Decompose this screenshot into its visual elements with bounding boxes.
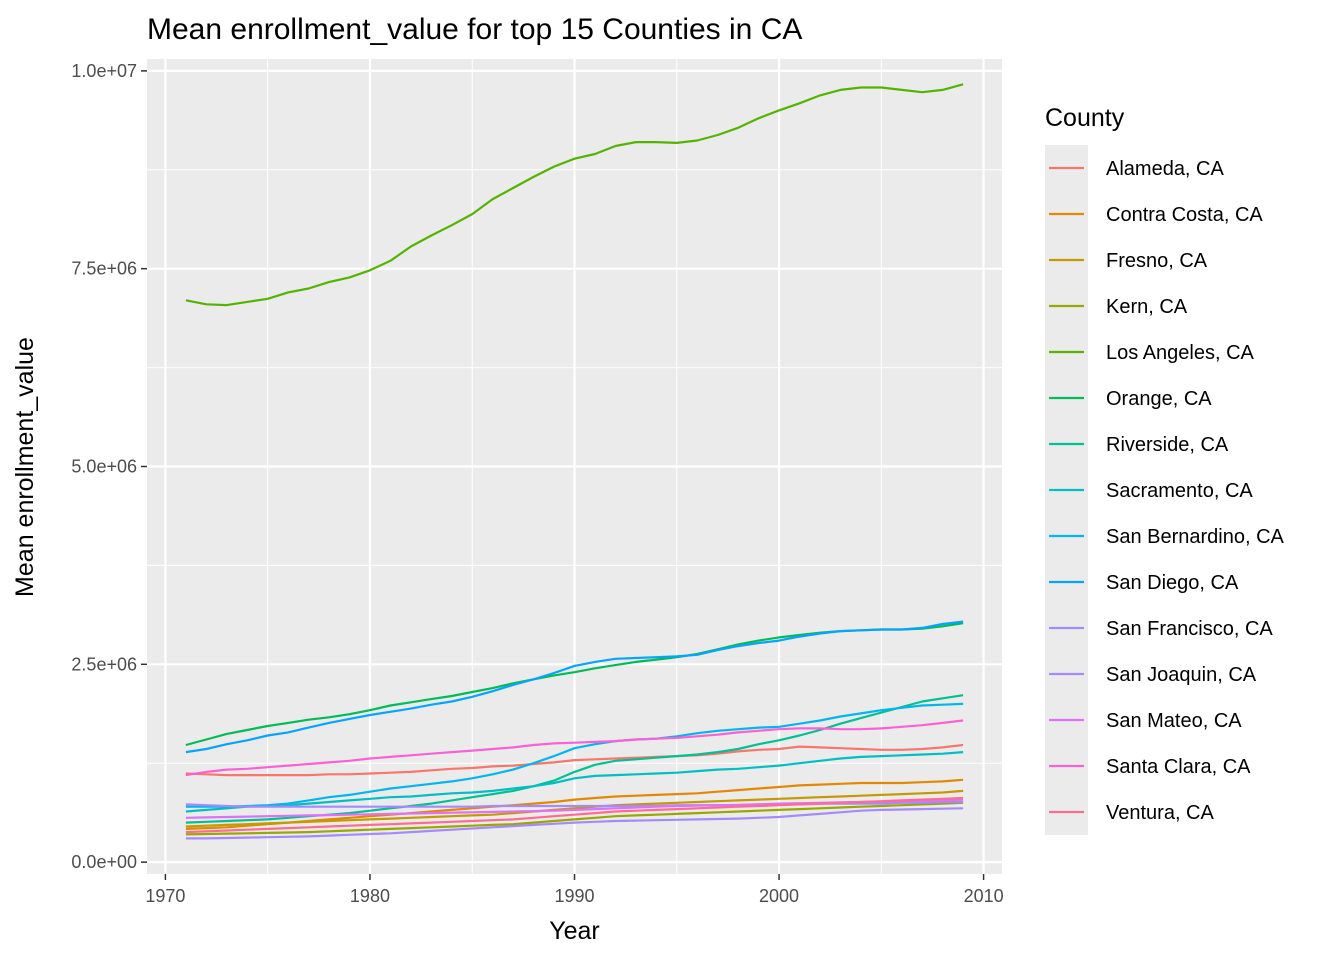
series-line — [185, 719, 964, 777]
x-tick-label: 1970 — [145, 886, 185, 906]
series-line — [185, 801, 964, 836]
legend-item: Los Angeles, CA — [1045, 329, 1255, 375]
x-axis-title: Year — [549, 917, 600, 945]
legend-label: Fresno, CA — [1106, 250, 1208, 272]
y-tick-label: 7.5e+06 — [71, 259, 137, 279]
legend-label: Los Angeles, CA — [1106, 342, 1255, 364]
y-tick-label: 5.0e+06 — [71, 457, 137, 477]
legend-item: Alameda, CA — [1045, 145, 1224, 191]
series-line — [185, 751, 964, 813]
y-axis-title: Mean enrollment_value — [11, 337, 39, 597]
legend-item: Riverside, CA — [1045, 421, 1229, 467]
legend-item: Santa Clara, CA — [1045, 743, 1251, 789]
legend-label: Orange, CA — [1106, 388, 1212, 410]
legend-label: San Joaquin, CA — [1106, 664, 1257, 686]
y-tick-label: 2.5e+06 — [71, 654, 137, 674]
legend-label: Riverside, CA — [1106, 434, 1229, 456]
series-line — [185, 789, 964, 828]
legend: County Alameda, CA Contra Costa, CA Fresno… — [1045, 104, 1285, 835]
y-axis: 0.0e+00 2.5e+06 5.0e+06 7.5e+06 1.0e+07 — [71, 61, 147, 872]
legend-item: San Mateo, CA — [1045, 697, 1242, 743]
x-tick-label: 2010 — [964, 886, 1004, 906]
legend-item: San Diego, CA — [1045, 559, 1239, 605]
y-tick-label: 0.0e+00 — [71, 852, 137, 872]
x-axis: 1970 1980 1990 2000 2010 — [145, 874, 1004, 906]
series-line — [185, 83, 964, 307]
legend-item: San Bernardino, CA — [1045, 513, 1285, 559]
legend-label: Ventura, CA — [1106, 802, 1215, 824]
legend-item: San Francisco, CA — [1045, 605, 1273, 651]
legend-label: San Bernardino, CA — [1106, 526, 1285, 548]
x-tick-label: 1990 — [554, 886, 594, 906]
x-tick-label: 2000 — [759, 886, 799, 906]
y-tick-label: 1.0e+07 — [71, 61, 137, 81]
legend-label: San Diego, CA — [1106, 572, 1239, 594]
legend-label: Sacramento, CA — [1106, 480, 1253, 502]
legend-label: Alameda, CA — [1106, 158, 1224, 180]
chart-title: Mean enrollment_value for top 15 Countie… — [147, 13, 802, 46]
series-line — [185, 807, 964, 840]
legend-item: Contra Costa, CA — [1045, 191, 1263, 237]
legend-title: County — [1045, 104, 1125, 132]
series-line — [185, 796, 964, 834]
series-lines — [185, 83, 964, 840]
legend-label: Kern, CA — [1106, 296, 1188, 318]
major-gridlines — [147, 59, 1002, 874]
legend-item: San Joaquin, CA — [1045, 651, 1257, 697]
legend-label: Contra Costa, CA — [1106, 204, 1263, 226]
legend-item: Fresno, CA — [1045, 237, 1208, 283]
series-line — [185, 702, 964, 808]
series-line — [185, 743, 964, 777]
legend-label: San Francisco, CA — [1106, 618, 1273, 640]
legend-label: San Mateo, CA — [1106, 710, 1242, 732]
legend-label: Santa Clara, CA — [1106, 756, 1251, 778]
legend-items: Alameda, CA Contra Costa, CA Fresno, CA Ker… — [1045, 145, 1285, 835]
x-tick-label: 1980 — [350, 886, 390, 906]
legend-item: Sacramento, CA — [1045, 467, 1253, 513]
legend-item: Kern, CA — [1045, 283, 1188, 329]
legend-item: Orange, CA — [1045, 375, 1212, 421]
series-line — [185, 620, 964, 754]
legend-item: Ventura, CA — [1045, 789, 1215, 835]
